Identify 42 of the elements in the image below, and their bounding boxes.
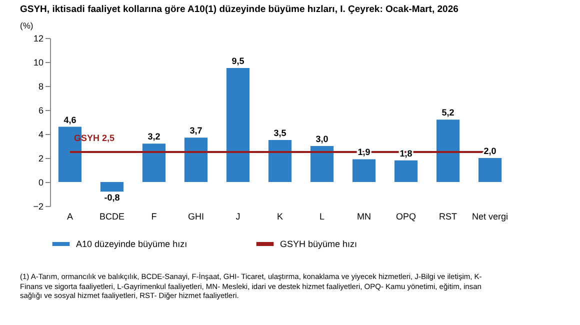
data-label: 2,0 [484,146,496,156]
x-tick-label: Net vergi [472,212,508,222]
data-label: 3,0 [316,134,328,144]
legend-label: GSYH büyüme hızı [280,239,358,249]
x-tick-label: F [151,212,158,222]
y-tick-label: 2 [38,154,44,164]
bar [100,182,124,192]
x-tick-label: J [236,212,240,222]
y-tick-label: 8 [38,82,44,92]
bar [310,146,334,182]
data-label: 5,2 [442,108,454,118]
data-label: 4,6 [64,114,76,125]
y-tick-label: 0 [38,178,44,188]
data-label: -0,8 [104,192,120,203]
x-tick-label: RST [439,212,458,222]
x-tick-label: BCDE [99,212,124,222]
bar [142,144,166,182]
y-tick-label: 4 [38,130,44,140]
x-tick-label: OPQ [396,212,416,222]
x-tick-label: K [276,212,284,222]
data-label: 3,5 [274,128,286,138]
bar [268,140,292,182]
data-label: 9,5 [232,56,244,66]
y-tick-label: 12 [33,34,44,44]
bar [184,138,208,182]
x-tick-label: GHI [188,212,204,222]
y-tick-label: −2 [33,202,44,212]
data-label: 3,7 [190,126,202,136]
bar [436,120,460,182]
bar [394,160,418,182]
bar [352,159,376,182]
legend-label: A10 düzeyinde büyüme hızı [76,239,188,249]
y-tick-label: 10 [33,58,44,68]
y-axis-title: (%) [20,20,34,30]
y-tick-label: 6 [38,106,44,116]
chart-title: GSYH, iktisadi faaliyet kollarına göre A10(1) düzeyinde büyüme hızları, I. Çeyrek: Ocak-Mart, 2026 [20,4,458,15]
x-tick-label: A [66,212,73,222]
bar [478,158,502,182]
x-tick-label: MN [357,212,372,222]
bar [226,68,250,182]
x-tick-label: L [320,212,325,222]
data-label: 3,2 [148,132,160,142]
